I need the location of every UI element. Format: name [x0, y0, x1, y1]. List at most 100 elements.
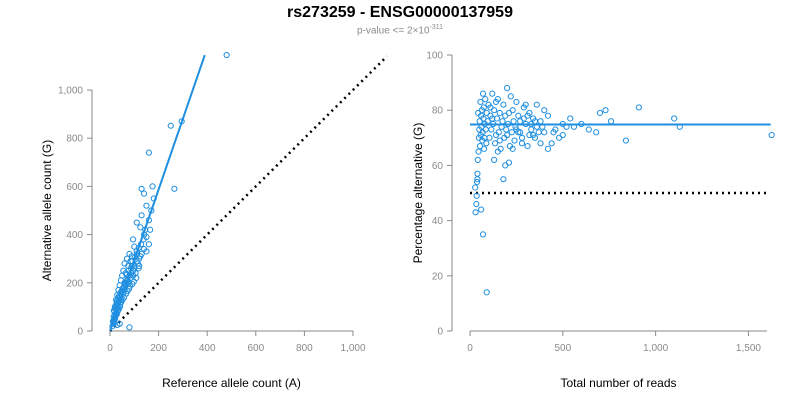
right-data-point [476, 142, 484, 150]
chart-subtitle: p-value <= 2×10-311 [0, 24, 800, 36]
left-data-point [146, 226, 154, 233]
left-x-tick-label: 0 [107, 343, 113, 354]
right-data-point [493, 115, 501, 122]
left-data-point [129, 258, 136, 265]
right-data-point [509, 145, 516, 152]
left-data-point [135, 265, 142, 272]
left-data-point [111, 315, 118, 323]
left-x-tick-label: 600 [247, 343, 264, 354]
right-data-point [548, 140, 555, 147]
left-data-point [149, 183, 156, 190]
left-data-point [171, 185, 178, 192]
right-data-point [489, 115, 496, 122]
right-data-point [508, 129, 515, 136]
left-data-point [145, 217, 152, 224]
right-data-point [515, 112, 522, 119]
right-data-point [544, 145, 552, 152]
right-data-point [494, 148, 501, 155]
chart-title: rs273259 - ENSG00000137959 [287, 4, 513, 21]
left-x-tick-label: 200 [150, 343, 167, 354]
right-data-point [486, 134, 493, 141]
left-x-axis-label: Reference allele count (A) [162, 376, 301, 390]
right-data-point [507, 93, 514, 100]
left-data-point [129, 236, 137, 243]
left-x-tick-label: 1,000 [340, 343, 365, 354]
left-data-point [116, 320, 123, 327]
right-data-point [504, 131, 511, 139]
right-y-tick-label: 40 [432, 216, 444, 227]
right-data-point [524, 142, 531, 150]
right-data-point [483, 109, 490, 117]
right-data-point [475, 109, 482, 117]
left-y-axis-label: Alternative allele count (G) [40, 140, 54, 281]
right-data-point [473, 200, 480, 208]
right-data-point [499, 118, 506, 125]
left-data-point [126, 324, 133, 331]
left-data-point [145, 149, 152, 156]
left-data-point [140, 190, 148, 197]
right-data-point [474, 170, 481, 177]
right-data-point [496, 109, 503, 117]
right-y-tick-label: 80 [432, 106, 444, 117]
right-data-point [476, 126, 483, 133]
right-data-point [518, 134, 526, 141]
left-data-point [131, 243, 138, 250]
right-data-point [474, 176, 481, 183]
right-data-point [498, 123, 505, 130]
left-y-tick-label: 600 [66, 182, 83, 193]
left-data-point [148, 207, 155, 214]
right-data-point [481, 145, 488, 152]
left-y-tick-label: 400 [66, 230, 83, 241]
right-data-point [530, 115, 537, 122]
right-data-point [635, 104, 643, 111]
right-data-point [482, 96, 489, 103]
subtitle-exponent: -311 [429, 24, 444, 31]
right-data-point [528, 126, 535, 133]
right-data-point [537, 118, 544, 125]
left-data-point [178, 118, 185, 125]
right-data-point [476, 118, 483, 125]
right-data-point [475, 148, 482, 155]
left-y-tick-label: 200 [66, 278, 83, 289]
right-data-point [513, 98, 520, 106]
right-data-point [483, 289, 490, 296]
left-data-point [223, 51, 230, 59]
right-x-tick-label: 500 [554, 343, 571, 354]
right-data-point [492, 131, 500, 139]
right-x-tick-label: 0 [467, 343, 473, 354]
right-data-point [505, 109, 513, 117]
right-data-point [550, 129, 557, 136]
right-data-point [483, 140, 490, 147]
right-data-point [768, 131, 775, 139]
right-data-point [473, 178, 481, 186]
left-data-point [135, 244, 142, 251]
left-data-point [150, 195, 157, 202]
right-data-point [496, 137, 503, 144]
right-data-point [533, 101, 540, 108]
right-data-point [491, 156, 498, 163]
right-data-point [492, 98, 500, 106]
right-data-point [473, 192, 480, 199]
left-data-point [125, 279, 132, 286]
right-data-point [622, 137, 630, 144]
subtitle-text: p-value <= 2×10 [356, 25, 430, 37]
right-data-point [531, 134, 539, 141]
left-data-point [137, 224, 144, 231]
left-data-point [167, 122, 174, 129]
right-data-point [535, 129, 542, 136]
right-data-point [541, 107, 548, 114]
right-data-point [578, 120, 585, 128]
right-data-point [478, 206, 485, 213]
right-data-point [510, 118, 517, 125]
left-y-tick-label: 0 [77, 327, 83, 338]
right-x-tick-label: 1,000 [643, 343, 668, 354]
right-data-point [472, 184, 479, 191]
right-data-point [500, 101, 507, 108]
right-data-point [570, 123, 578, 130]
left-data-point [145, 241, 152, 248]
right-data-point [602, 107, 609, 114]
right-x-axis-label: Total number of reads [560, 376, 676, 390]
right-data-point [518, 140, 526, 147]
